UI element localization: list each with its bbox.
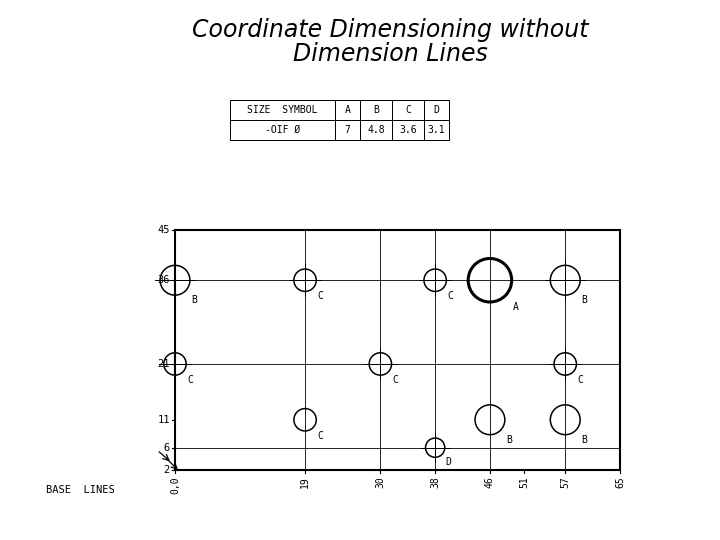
Text: B: B <box>373 105 379 115</box>
Bar <box>230 100 335 120</box>
Text: B: B <box>506 435 512 444</box>
Text: C: C <box>392 375 398 385</box>
Bar <box>392 100 424 120</box>
Text: B: B <box>581 435 587 444</box>
Text: SIZE  SYMBOL: SIZE SYMBOL <box>247 105 318 115</box>
Text: 21: 21 <box>158 359 170 369</box>
Text: 38: 38 <box>430 476 440 488</box>
Bar <box>230 120 335 140</box>
Bar <box>392 120 424 140</box>
Text: Dimension Lines: Dimension Lines <box>292 42 487 66</box>
Text: Coordinate Dimensioning without: Coordinate Dimensioning without <box>192 18 588 42</box>
Text: 3.1: 3.1 <box>428 125 445 135</box>
Text: 45: 45 <box>158 225 170 235</box>
Text: C: C <box>318 431 323 441</box>
Text: 51: 51 <box>519 476 529 488</box>
Text: C: C <box>405 105 411 115</box>
Bar <box>424 100 449 120</box>
Bar <box>335 120 360 140</box>
Text: A: A <box>345 105 351 115</box>
Text: C: C <box>447 292 453 301</box>
Text: -OIF Ø: -OIF Ø <box>265 125 300 135</box>
Text: BASE  LINES: BASE LINES <box>46 485 115 495</box>
Text: 30: 30 <box>375 476 385 488</box>
Text: D: D <box>433 105 439 115</box>
Text: C: C <box>577 375 583 385</box>
Text: 19: 19 <box>300 476 310 488</box>
Text: C: C <box>318 292 323 301</box>
Text: 36: 36 <box>158 275 170 285</box>
Text: 4.8: 4.8 <box>367 125 384 135</box>
Text: 46: 46 <box>485 476 495 488</box>
Text: D: D <box>446 457 451 467</box>
Text: A: A <box>513 302 518 312</box>
Text: 2: 2 <box>163 465 170 475</box>
Bar <box>424 120 449 140</box>
Bar <box>360 100 392 120</box>
Text: 11: 11 <box>158 415 170 425</box>
Text: C: C <box>187 375 193 385</box>
Text: 7: 7 <box>345 125 351 135</box>
Text: 0,0: 0,0 <box>170 476 180 494</box>
Text: 6: 6 <box>163 443 170 453</box>
Text: B: B <box>191 295 197 305</box>
Text: 65: 65 <box>615 476 625 488</box>
Bar <box>175 230 620 470</box>
Text: 3.6: 3.6 <box>399 125 417 135</box>
Bar <box>360 120 392 140</box>
Text: B: B <box>581 295 587 305</box>
Text: 57: 57 <box>560 476 570 488</box>
Bar <box>335 100 360 120</box>
